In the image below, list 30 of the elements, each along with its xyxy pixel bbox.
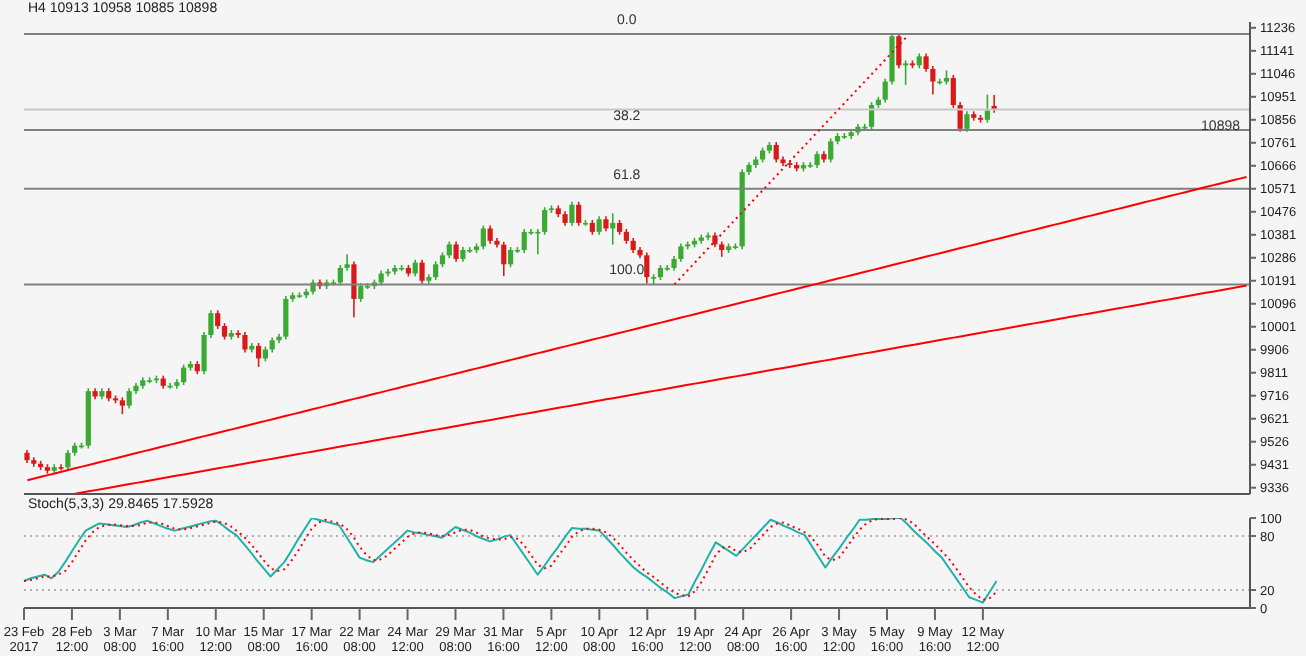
candlestick [596,215,602,236]
candlestick [896,33,902,70]
candlestick [487,224,493,245]
candlestick [507,246,514,268]
candlestick [964,110,970,133]
candlestick [65,449,71,472]
candlestick [433,260,439,281]
candlestick [419,258,425,285]
candlestick [576,201,582,227]
candlestick [255,342,262,368]
candlestick [242,331,248,354]
candlestick [569,201,575,227]
candlestick [283,295,289,341]
candlestick [984,93,990,124]
candlestick [126,387,132,410]
candlestick [678,242,684,263]
candlestick [903,59,909,86]
candlestick [215,309,221,330]
candlestick [644,251,650,285]
line-series [673,36,908,286]
candlestick [181,363,187,386]
candlestick [358,282,364,303]
candlestick [480,224,486,251]
candlestick [773,141,779,164]
candlestick [521,228,527,254]
candlestick [828,137,834,164]
candlestick [453,240,459,263]
line-series [74,284,1248,494]
candlestick [501,240,507,277]
candlestick [351,260,357,319]
